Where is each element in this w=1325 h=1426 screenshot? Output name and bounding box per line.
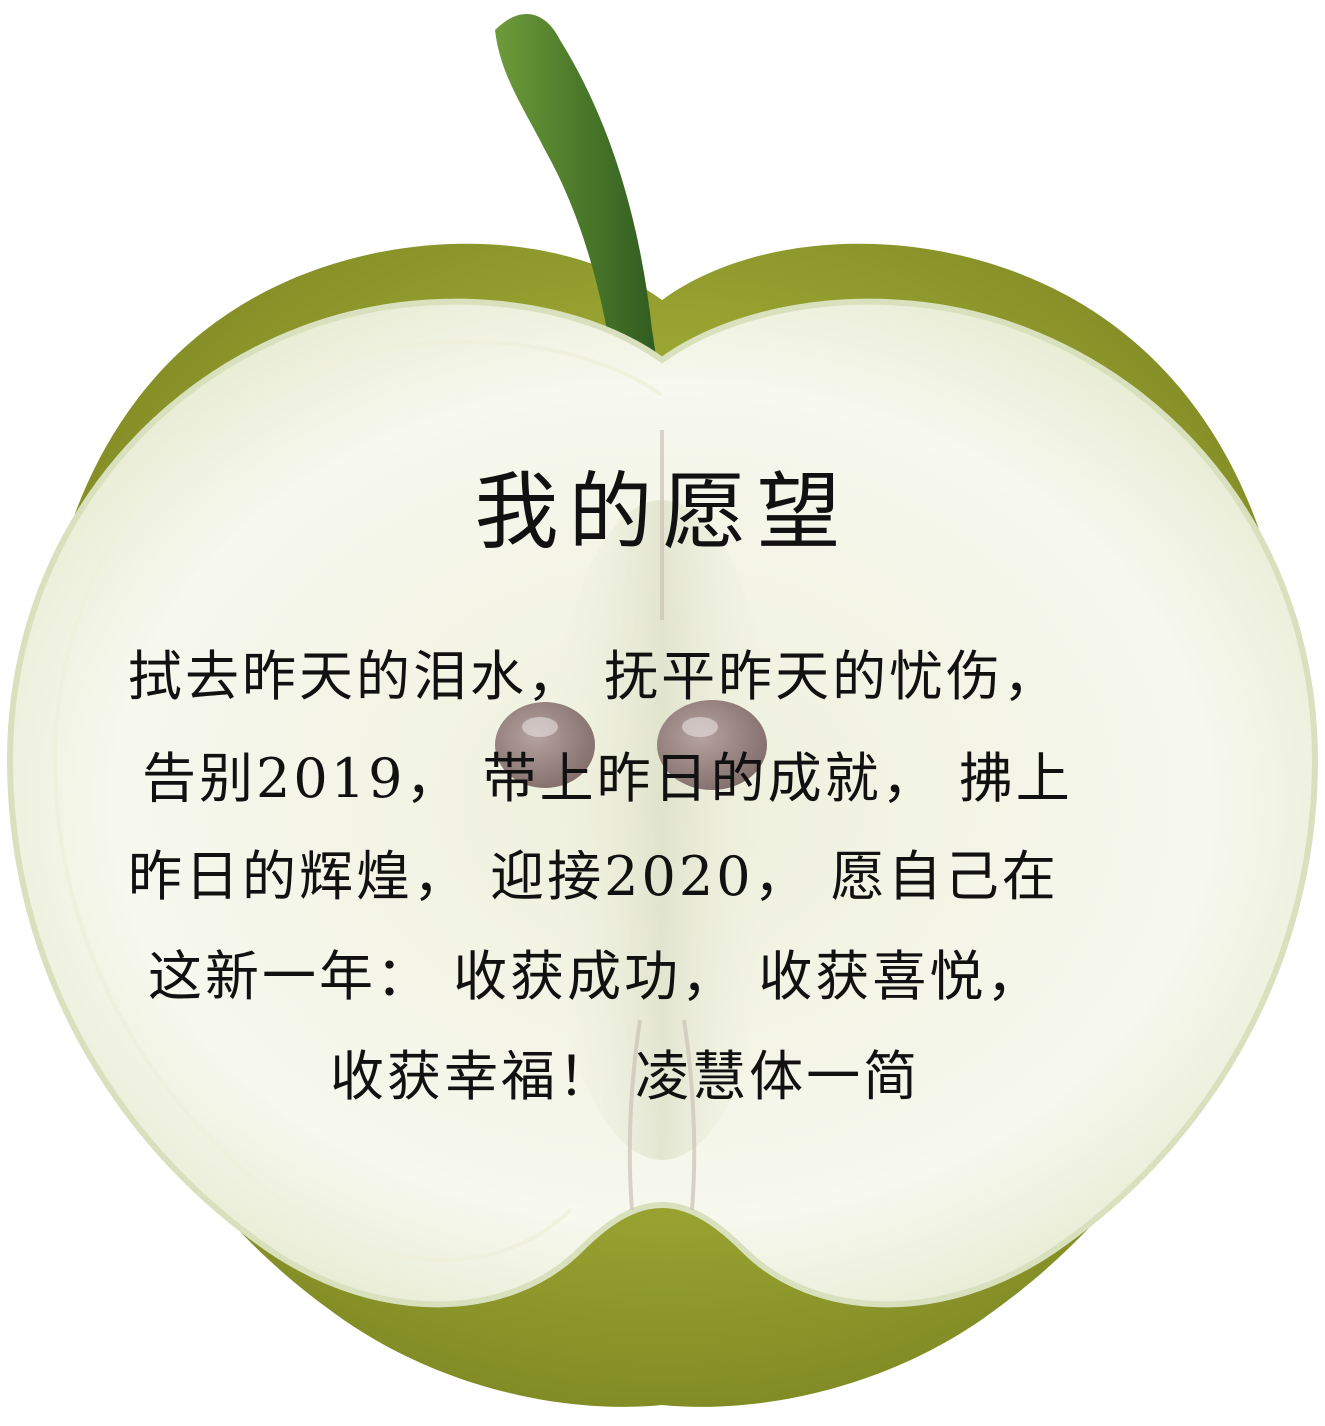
seed-highlight <box>522 717 558 737</box>
apple-stem-icon <box>495 13 661 431</box>
apple-core <box>542 500 782 1160</box>
poem-line: 拭去昨天的泪水， 抚平昨天的忧伤， <box>128 645 1061 708</box>
poem-line: 收获幸福！ 凌慧体一简 <box>330 1045 921 1108</box>
flesh-rim <box>52 339 664 1262</box>
poem-line: 这新一年： 收获成功， 收获喜悦， <box>148 945 1044 1008</box>
apple-seed-icon <box>495 702 595 788</box>
poem-line: 告别2019， 带上昨日的成就， 拂上 <box>142 747 1073 810</box>
core-line <box>627 430 697 1211</box>
seed-highlight <box>682 717 718 737</box>
poem-line: 昨日的辉煌， 迎接2020， 愿自己在 <box>128 845 1059 908</box>
card-title: 我的愿望 <box>474 463 851 561</box>
